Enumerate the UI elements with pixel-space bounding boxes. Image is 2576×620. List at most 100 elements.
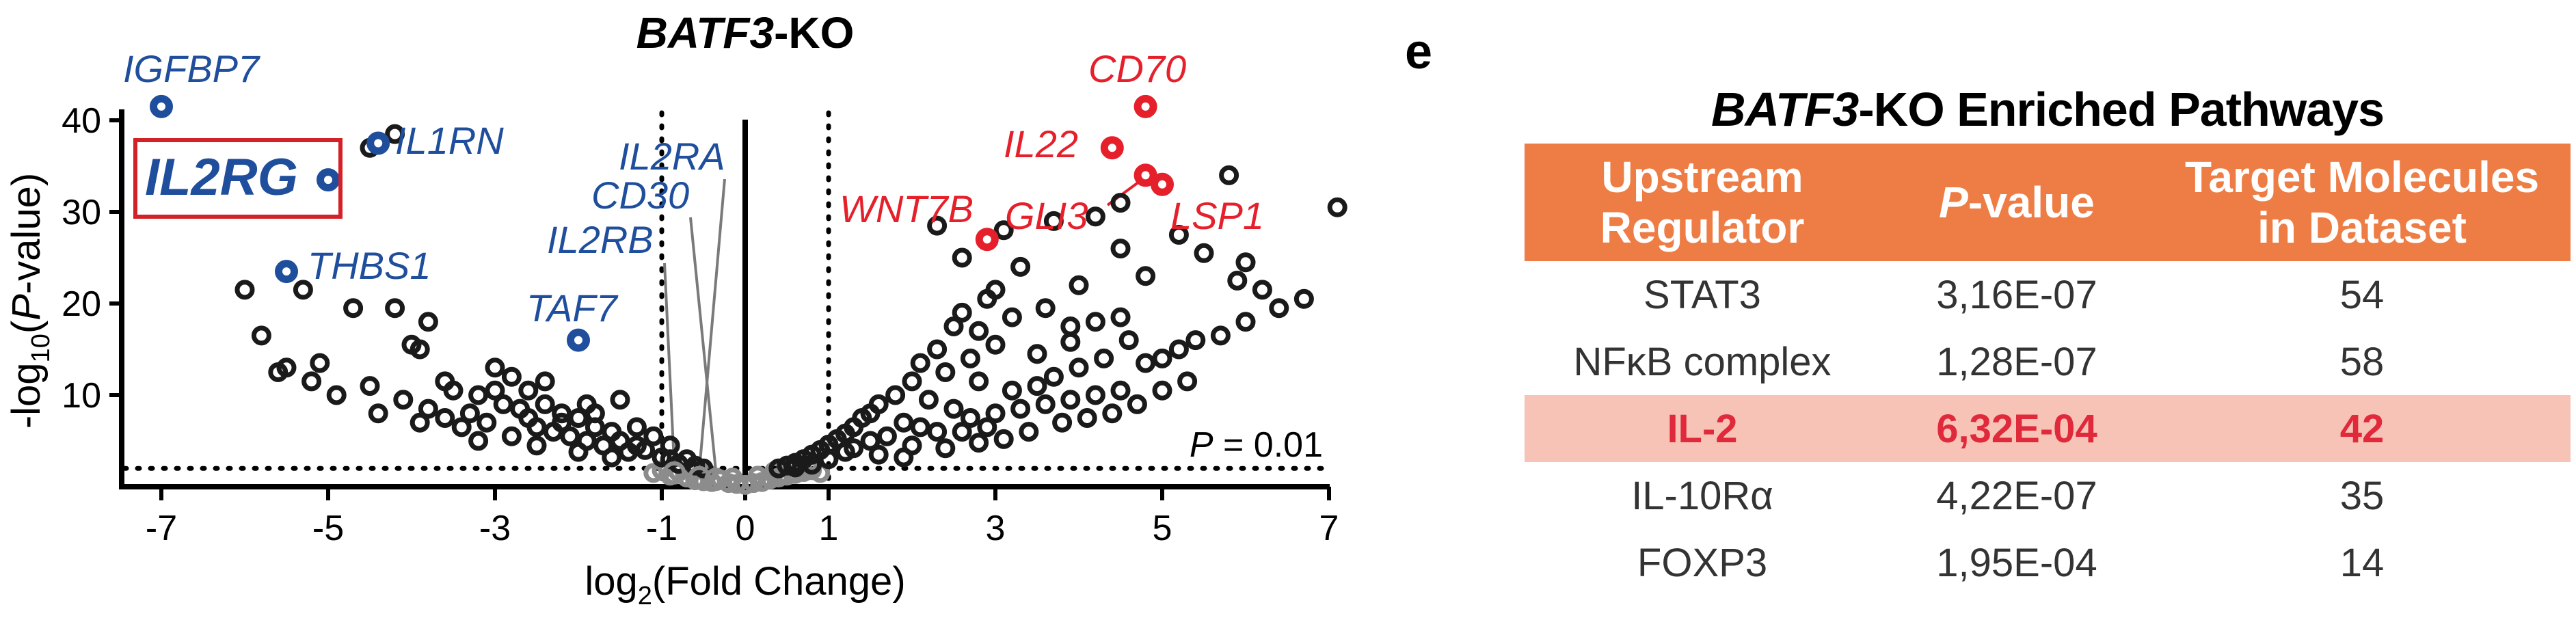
data-point <box>1177 371 1198 392</box>
data-point <box>1069 275 1089 295</box>
data-point <box>1019 422 1039 442</box>
data-point <box>1094 348 1114 368</box>
x-tick-label: 5 <box>1153 509 1172 548</box>
highlighted-point <box>662 461 686 485</box>
cell-regulator: FOXP3 <box>1637 540 1768 585</box>
header-regulator-line2: Regulator <box>1600 203 1805 252</box>
data-point <box>1127 394 1147 414</box>
highlighted-point <box>704 468 728 491</box>
highlighted-point-center <box>1141 102 1150 111</box>
highlighted-point <box>687 466 711 489</box>
data-point <box>894 447 914 468</box>
x-tick-label: 1 <box>819 509 839 548</box>
data-point <box>459 403 480 424</box>
data-point <box>844 438 864 459</box>
data-point <box>552 403 572 424</box>
threshold-lines <box>122 110 1332 487</box>
data-point <box>943 316 964 336</box>
plot-title-gene: BATF3 <box>636 8 774 57</box>
data-point <box>1085 312 1105 332</box>
data-point <box>952 247 972 268</box>
data-point <box>1035 298 1056 319</box>
data-point <box>1235 312 1256 332</box>
cell-molecules: 14 <box>2339 540 2385 585</box>
data-point <box>1136 266 1156 286</box>
data-point <box>1110 307 1131 327</box>
data-point <box>1085 206 1105 227</box>
x-tick-label: -3 <box>479 509 511 548</box>
y-tick-label: 30 <box>62 193 101 232</box>
data-point <box>234 280 255 300</box>
header-target-line2: in Dataset <box>2257 203 2467 252</box>
data-point <box>643 426 664 446</box>
data-point <box>1035 394 1056 414</box>
data-point <box>860 431 881 451</box>
y-tick-label: 40 <box>62 101 101 141</box>
x-ticks: -7 -5 -3 -1 0 1 3 5 7 <box>146 487 1339 548</box>
data-point <box>952 422 972 442</box>
table-title-rest: -KO Enriched Pathways <box>1858 83 2385 136</box>
data-point <box>618 442 639 462</box>
cell-pvalue: 1,28E-07 <box>1936 339 2097 384</box>
gene-label: CD70 <box>1088 47 1186 90</box>
y-axis-label: -log10(P-value) <box>4 173 55 429</box>
x-tick-label: 3 <box>986 509 1006 548</box>
leader-line <box>663 262 676 466</box>
y-axis-label-prefix: -log <box>4 362 49 429</box>
data-point <box>960 408 980 428</box>
table-title-gene: BATF3 <box>1710 83 1859 136</box>
header-pvalue: P-value <box>1880 144 2154 261</box>
data-point <box>1168 339 1189 360</box>
data-point <box>660 435 680 456</box>
data-point <box>435 408 455 428</box>
data-point <box>1118 330 1139 351</box>
cell-regulator: IL-2 <box>1525 395 1880 462</box>
table-row-highlighted: IL-2 6,32E-04 42 <box>1525 395 2571 462</box>
data-point <box>910 353 930 373</box>
data-point <box>927 422 948 442</box>
data-point <box>526 435 547 456</box>
y-tick-label: 10 <box>62 376 101 416</box>
y-tick-label: 20 <box>62 284 101 324</box>
data-point <box>468 431 489 451</box>
data-point <box>1252 280 1272 300</box>
header-p-rest: -value <box>1968 178 2095 227</box>
data-point <box>1060 316 1081 336</box>
data-point <box>1002 307 1022 327</box>
data-point <box>1110 239 1131 259</box>
data-point <box>501 366 522 387</box>
data-point <box>1269 298 1289 319</box>
data-point <box>1085 385 1105 405</box>
y-ticks: 10 20 30 40 <box>62 101 122 416</box>
highlighted-point-center <box>982 235 991 244</box>
highlighted-point-center <box>324 176 332 185</box>
data-point <box>876 426 897 446</box>
data-point <box>1152 348 1172 368</box>
leader-line <box>697 178 726 471</box>
pathway-table: Upstream Regulator P-value Target Molecul… <box>1525 144 2571 596</box>
data-point <box>626 417 647 437</box>
y-axis-label-close: -value) <box>4 173 49 294</box>
y-axis-label-sub: 10 <box>27 334 55 362</box>
highlighted-point-center <box>157 102 165 111</box>
highlighted-point-center <box>1141 171 1150 180</box>
y-axis-label-p: P <box>4 294 49 321</box>
data-point <box>418 399 438 419</box>
data-point <box>518 408 539 428</box>
data-point <box>560 426 580 446</box>
data-point <box>1168 225 1189 245</box>
data-point <box>1227 271 1248 291</box>
data-point <box>1102 403 1123 424</box>
data-point <box>1185 330 1206 351</box>
data-point <box>276 358 297 378</box>
gene-label: IL22 <box>1004 122 1078 165</box>
data-point <box>960 348 980 368</box>
x-axis-label-main: log <box>585 559 637 604</box>
x-axis-label: log2(Fold Change) <box>585 559 905 610</box>
data-point <box>585 403 605 424</box>
data-point <box>902 371 922 392</box>
gene-label: THBS1 <box>308 244 431 287</box>
data-point <box>368 403 388 424</box>
data-point <box>985 403 1006 424</box>
